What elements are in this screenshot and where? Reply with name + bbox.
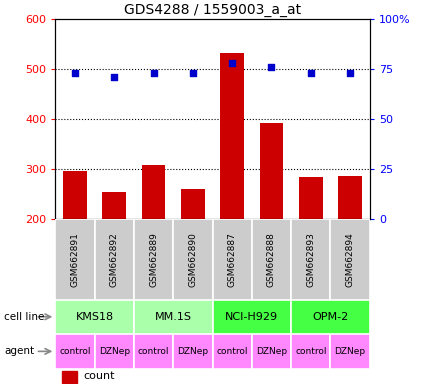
Title: GDS4288 / 1559003_a_at: GDS4288 / 1559003_a_at (124, 3, 301, 17)
Bar (212, 334, 252, 369)
Bar (173, 334, 212, 369)
Bar (331, 334, 370, 369)
Bar (62, 371, 77, 383)
Text: control: control (295, 347, 326, 356)
Text: cell line: cell line (4, 312, 45, 322)
Text: DZNep: DZNep (256, 347, 287, 356)
Text: control: control (138, 347, 169, 356)
Point (307, 70, 314, 76)
Bar (299, 177, 323, 319)
Bar (338, 177, 362, 319)
Point (111, 74, 118, 80)
Point (347, 70, 354, 76)
Bar (134, 219, 173, 300)
Text: DZNep: DZNep (177, 347, 208, 356)
Bar (55, 300, 134, 334)
Point (150, 70, 157, 76)
Bar (252, 334, 291, 369)
Bar (142, 165, 165, 319)
Bar (173, 219, 212, 300)
Text: OPM-2: OPM-2 (312, 312, 348, 322)
Text: control: control (216, 347, 248, 356)
Text: GSM662887: GSM662887 (228, 232, 237, 286)
Bar (252, 219, 291, 300)
Bar (212, 300, 291, 334)
Text: DZNep: DZNep (334, 347, 366, 356)
Bar (94, 334, 134, 369)
Bar (291, 219, 331, 300)
Bar (63, 172, 87, 319)
Point (229, 60, 235, 66)
Bar (260, 123, 283, 319)
Bar (134, 334, 173, 369)
Text: GSM662890: GSM662890 (188, 232, 197, 286)
Bar (102, 192, 126, 319)
Bar (291, 300, 370, 334)
Bar (331, 219, 370, 300)
Text: GSM662888: GSM662888 (267, 232, 276, 286)
Text: control: control (59, 347, 91, 356)
Text: NCI-H929: NCI-H929 (225, 312, 278, 322)
Text: DZNep: DZNep (99, 347, 130, 356)
Text: GSM662893: GSM662893 (306, 232, 315, 286)
Text: GSM662894: GSM662894 (346, 232, 354, 286)
Text: agent: agent (4, 346, 34, 356)
Text: GSM662892: GSM662892 (110, 232, 119, 286)
Bar (291, 334, 331, 369)
Text: GSM662891: GSM662891 (71, 232, 79, 286)
Bar (212, 219, 252, 300)
Bar (55, 334, 94, 369)
Bar (55, 219, 94, 300)
Point (268, 64, 275, 70)
Bar (220, 53, 244, 319)
Bar (94, 219, 134, 300)
Text: GSM662889: GSM662889 (149, 232, 158, 286)
Text: KMS18: KMS18 (76, 312, 113, 322)
Text: MM.1S: MM.1S (155, 312, 192, 322)
Point (190, 70, 196, 76)
Point (71, 70, 78, 76)
Bar (134, 300, 212, 334)
Bar (181, 189, 204, 319)
Text: count: count (84, 371, 115, 381)
